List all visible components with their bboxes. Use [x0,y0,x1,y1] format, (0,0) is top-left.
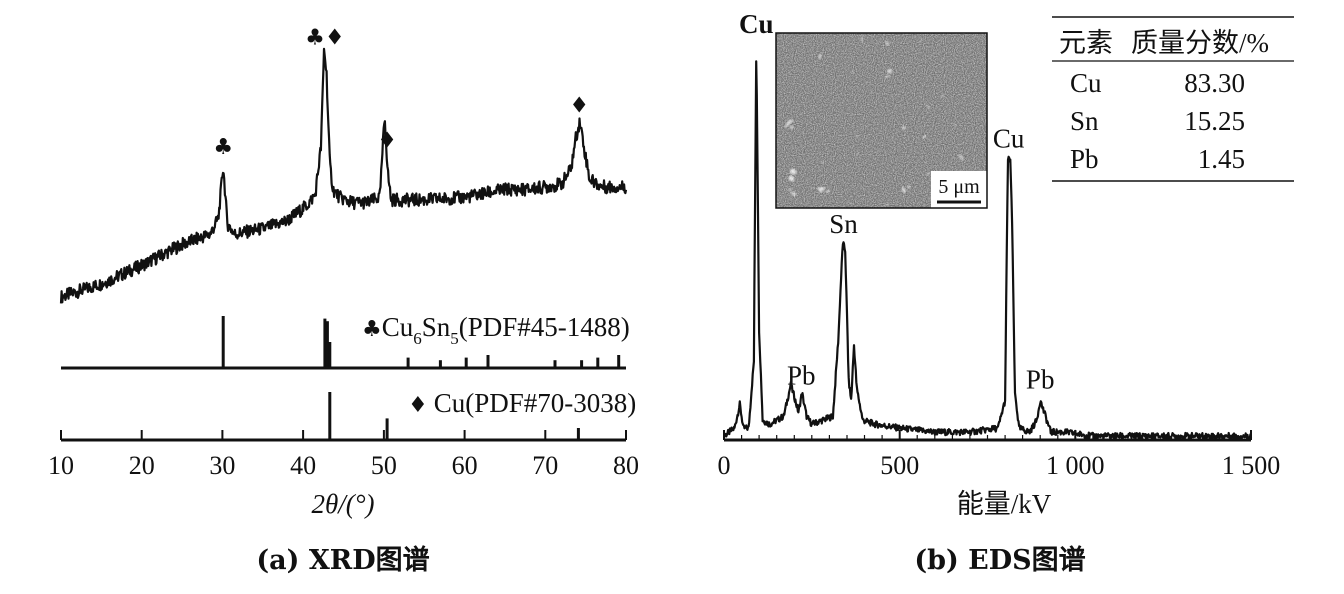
eds-peak-label-2: Cu [993,124,1025,154]
xrd-pattern-line [59,47,628,304]
xrd-x-tick-label-4: 50 [371,451,397,480]
xrd-x-tick-label-5: 60 [452,451,478,480]
xrd-x-tick-label-2: 30 [209,451,235,480]
xrd-x-axis: 10 20 30 40 50 60 70 80 [48,430,639,480]
xrd-peak-marker-1: ♣♦ [305,26,344,51]
eds-x-tick-label-1: 500 [880,451,919,480]
reference-cu6sn5-label: ♣Cu6Sn5(PDF#45-1488) [362,312,630,348]
eds-x-axis-title: 能量/kV [957,489,1052,519]
xrd-peak-marker-0: ♣ [213,135,233,160]
eds-peak-label-0: Cu [739,9,774,39]
eds-x-tick-label-2: 1 000 [1046,451,1105,480]
eds-x-tick-label-3: 1 500 [1222,451,1281,480]
xrd-x-tick-label-6: 70 [532,451,558,480]
table-row-pb-value: 1.45 [1198,144,1245,174]
table-header-element: 元素 [1059,28,1113,58]
xrd-x-axis-title: 2θ/(°) [311,489,374,519]
eds-peak-label-4: Pb [1026,365,1055,395]
xrd-panel: ♣ ♣♦ ♦ ♦ ♣Cu6Sn5(PDF#45-1488) ♦ Cu(PDF#70-30… [48,26,639,576]
xrd-x-tick-label-7: 80 [613,451,639,480]
eds-caption: (b) EDS图谱 [914,544,1085,576]
table-header-mass-fraction: 质量分数/% [1131,28,1269,58]
table-row-cu-value: 83.30 [1184,68,1245,98]
eds-peak-labels: Cu Sn Cu Pb Pb [739,9,1054,395]
reference-cu-label: ♦ Cu(PDF#70-3038) [408,388,636,418]
composition-table: 元素 质量分数/% Cu 83.30 Sn 15.25 Pb 1.45 [1052,16,1294,182]
sem-inset: 5 μm [775,32,988,209]
table-row-cu-element: Cu [1070,68,1102,98]
table-row-sn-element: Sn [1070,106,1099,136]
reference-cu6sn5: ♣Cu6Sn5(PDF#45-1488) [61,312,630,370]
xrd-x-tick-label-1: 20 [129,451,155,480]
sem-scale-label: 5 μm [938,176,980,198]
xrd-peak-marker-3: ♦ [569,94,589,119]
table-row-sn-value: 15.25 [1184,106,1245,136]
eds-x-axis: 0 500 1 000 1 500 [718,430,1281,480]
xrd-peak-markers: ♣ ♣♦ ♦ ♦ [213,26,589,160]
xrd-x-tick-label-3: 40 [290,451,316,480]
xrd-x-tick-label-0: 10 [48,451,74,480]
eds-peak-label-1: Sn [829,209,858,239]
table-row-pb-element: Pb [1070,144,1099,174]
eds-peak-label-3: Pb [787,361,816,391]
sem-image-border [775,32,988,209]
eds-x-tick-label-0: 0 [718,451,731,480]
xrd-peak-marker-2: ♦ [377,128,397,153]
reference-cu: ♦ Cu(PDF#70-3038) [61,388,636,442]
eds-panel: Cu Sn Cu Pb Pb 5 μm 元素 [718,9,1294,576]
xrd-caption: (a) XRD图谱 [256,544,429,576]
